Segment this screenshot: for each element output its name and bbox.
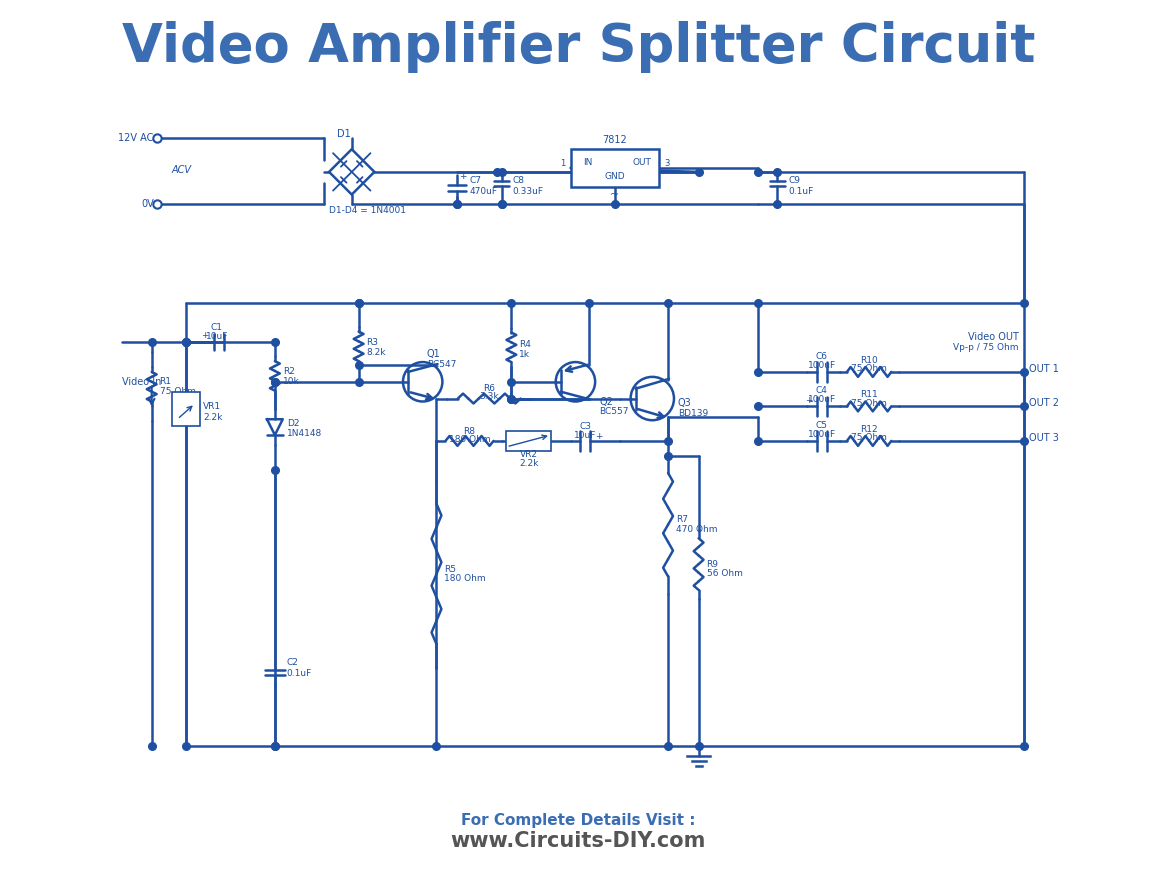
Text: +: + — [459, 172, 466, 181]
Text: C6: C6 — [816, 352, 827, 361]
Text: R3: R3 — [367, 338, 378, 347]
Text: For Complete Details Visit :: For Complete Details Visit : — [462, 813, 695, 827]
Text: BC557: BC557 — [599, 407, 628, 415]
Text: 2.2k: 2.2k — [519, 459, 538, 468]
Text: 100uF: 100uF — [808, 429, 835, 438]
Text: R7: R7 — [676, 516, 688, 524]
Text: 75 Ohm: 75 Ohm — [160, 387, 196, 396]
Text: OUT 2: OUT 2 — [1029, 398, 1059, 408]
Text: 75 Ohm: 75 Ohm — [852, 399, 887, 408]
Text: ~: ~ — [610, 190, 619, 199]
Text: 1: 1 — [560, 159, 566, 167]
Text: OUT: OUT — [632, 158, 651, 166]
Text: +: + — [201, 331, 208, 340]
Text: R6: R6 — [484, 384, 495, 393]
Text: BC547: BC547 — [427, 360, 456, 368]
Text: 3.3k: 3.3k — [479, 392, 499, 401]
Text: +: + — [595, 433, 603, 442]
Text: GND: GND — [605, 172, 625, 181]
Text: 180 Ohm: 180 Ohm — [449, 436, 491, 444]
Text: 470 Ohm: 470 Ohm — [676, 525, 717, 534]
Text: R2: R2 — [282, 368, 295, 376]
Text: C5: C5 — [816, 421, 827, 429]
Text: 3: 3 — [664, 159, 670, 167]
Text: +: + — [805, 396, 812, 405]
Bar — [172, 392, 200, 426]
Text: 56 Ohm: 56 Ohm — [707, 570, 743, 578]
Text: 100uF: 100uF — [808, 395, 835, 404]
Text: 180 Ohm: 180 Ohm — [444, 574, 486, 584]
Text: Q3: Q3 — [678, 398, 692, 408]
Bar — [570, 149, 659, 186]
Text: Q2: Q2 — [599, 396, 613, 407]
Text: Video In: Video In — [123, 377, 162, 387]
Text: 7812: 7812 — [603, 135, 627, 145]
Text: OUT 3: OUT 3 — [1029, 433, 1059, 443]
Text: C8: C8 — [513, 176, 524, 186]
Text: D2: D2 — [287, 419, 300, 428]
Text: Vp-p / 75 Ohm: Vp-p / 75 Ohm — [953, 343, 1019, 352]
Text: C4: C4 — [816, 386, 827, 395]
Text: C2: C2 — [287, 658, 299, 667]
Text: 75 Ohm: 75 Ohm — [852, 364, 887, 374]
Text: Video Amplifier Splitter Circuit: Video Amplifier Splitter Circuit — [121, 21, 1036, 73]
Text: www.Circuits-DIY.com: www.Circuits-DIY.com — [451, 831, 706, 851]
Text: ACV: ACV — [171, 165, 191, 175]
Text: 0.1uF: 0.1uF — [788, 187, 813, 196]
Text: 10uF: 10uF — [574, 430, 597, 440]
Text: D1: D1 — [337, 130, 351, 139]
Text: Q1: Q1 — [427, 349, 441, 359]
Text: 75 Ohm: 75 Ohm — [852, 434, 887, 442]
Text: IN: IN — [583, 158, 592, 166]
Text: 12V AC: 12V AC — [118, 133, 154, 144]
Text: 10k: 10k — [282, 377, 300, 387]
Text: R4: R4 — [519, 340, 531, 349]
Text: 0.1uF: 0.1uF — [287, 669, 312, 678]
Text: BD139: BD139 — [678, 408, 708, 418]
Text: R11: R11 — [860, 390, 878, 399]
Text: R10: R10 — [860, 355, 878, 365]
Text: R1: R1 — [160, 377, 171, 387]
Text: VR1: VR1 — [202, 402, 221, 411]
Text: R9: R9 — [707, 559, 718, 569]
Text: C9: C9 — [788, 176, 801, 186]
Text: VR2: VR2 — [519, 450, 538, 459]
Text: 0V: 0V — [141, 199, 154, 209]
Text: 2.2k: 2.2k — [202, 413, 222, 422]
Text: OUT 1: OUT 1 — [1029, 364, 1059, 374]
Text: R12: R12 — [861, 424, 878, 434]
Text: 1N4148: 1N4148 — [287, 429, 322, 437]
Text: 1k: 1k — [519, 349, 530, 359]
Text: D1-D4 = 1N4001: D1-D4 = 1N4001 — [329, 206, 406, 215]
Text: 0.33uF: 0.33uF — [513, 187, 544, 196]
Text: 470uF: 470uF — [470, 187, 498, 196]
Text: C1: C1 — [211, 323, 223, 332]
Text: R5: R5 — [444, 564, 456, 573]
Text: 10uF: 10uF — [206, 332, 228, 341]
Text: 8.2k: 8.2k — [367, 348, 386, 357]
Text: C7: C7 — [470, 176, 482, 186]
Text: R8: R8 — [464, 427, 476, 436]
Text: C3: C3 — [580, 422, 591, 430]
Text: 100uF: 100uF — [808, 361, 835, 369]
Text: Video OUT: Video OUT — [968, 333, 1019, 342]
Bar — [507, 431, 551, 451]
